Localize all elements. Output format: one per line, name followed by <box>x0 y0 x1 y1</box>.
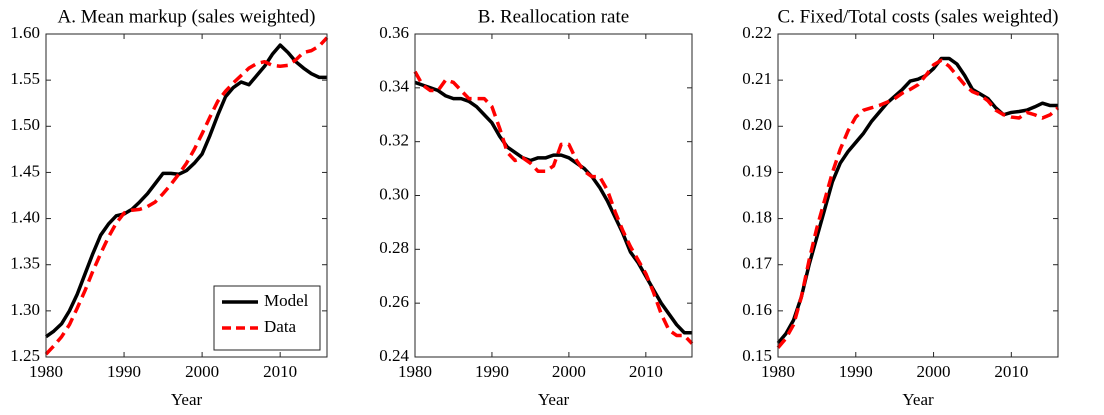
y-tick-label: 1.35 <box>10 254 40 273</box>
chart-title: B. Reallocation rate <box>478 6 629 27</box>
series-line <box>44 43 327 339</box>
plot-area <box>415 34 692 357</box>
series-line <box>413 70 694 345</box>
x-tick-label: 2010 <box>629 362 663 381</box>
y-tick-label: 0.32 <box>379 131 409 150</box>
plot-area <box>778 34 1058 357</box>
y-tick-label: 1.60 <box>10 23 40 42</box>
y-tick-label: 0.26 <box>379 292 409 311</box>
axes-frame <box>414 33 693 358</box>
x-axis-label: Year <box>538 390 570 409</box>
y-tick-label: 0.19 <box>742 161 772 180</box>
x-tick-label: 1990 <box>475 362 509 381</box>
x-tick-label: 1980 <box>29 362 63 381</box>
y-tick-label: 1.55 <box>10 69 40 88</box>
chart-title: A. Mean markup (sales weighted) <box>57 6 315 27</box>
y-tick-label: 0.15 <box>742 346 772 365</box>
y-tick-label: 0.36 <box>379 23 409 42</box>
series-line <box>776 58 1060 349</box>
y-tick-label: 0.28 <box>379 238 409 257</box>
y-tick-label: 0.30 <box>379 184 409 203</box>
y-tick-label: 0.16 <box>742 300 772 319</box>
y-tick-label: 1.40 <box>10 207 40 226</box>
x-tick-label: 2000 <box>917 362 951 381</box>
chart-title: C. Fixed/Total costs (sales weighted) <box>778 6 1059 27</box>
y-tick-label: 0.21 <box>742 69 772 88</box>
y-tick-label: 1.25 <box>10 346 40 365</box>
x-axis-label: Year <box>171 390 203 409</box>
x-tick-label: 2010 <box>263 362 297 381</box>
legend-label: Data <box>264 317 297 336</box>
y-tick-label: 1.30 <box>10 300 40 319</box>
series-line <box>44 36 329 356</box>
y-tick-label: 1.50 <box>10 115 40 134</box>
x-tick-label: 2000 <box>185 362 219 381</box>
x-tick-label: 2010 <box>994 362 1028 381</box>
axes-frame <box>45 33 328 358</box>
x-tick-label: 1980 <box>761 362 795 381</box>
x-tick-label: 2000 <box>552 362 586 381</box>
legend-box <box>213 285 321 351</box>
y-tick-label: 0.22 <box>742 23 772 42</box>
y-tick-label: 0.24 <box>379 346 409 365</box>
x-tick-label: 1980 <box>398 362 432 381</box>
y-tick-label: 0.18 <box>742 207 772 226</box>
series-line <box>776 56 1058 345</box>
x-tick-label: 1990 <box>107 362 141 381</box>
y-tick-label: 1.45 <box>10 161 40 180</box>
x-axis-label: Year <box>902 390 934 409</box>
axes-frame <box>777 33 1059 358</box>
y-tick-label: 0.34 <box>379 77 409 96</box>
x-tick-label: 1990 <box>839 362 873 381</box>
legend-label: Model <box>264 291 309 310</box>
y-tick-label: 0.17 <box>742 254 772 273</box>
y-tick-label: 0.20 <box>742 115 772 134</box>
